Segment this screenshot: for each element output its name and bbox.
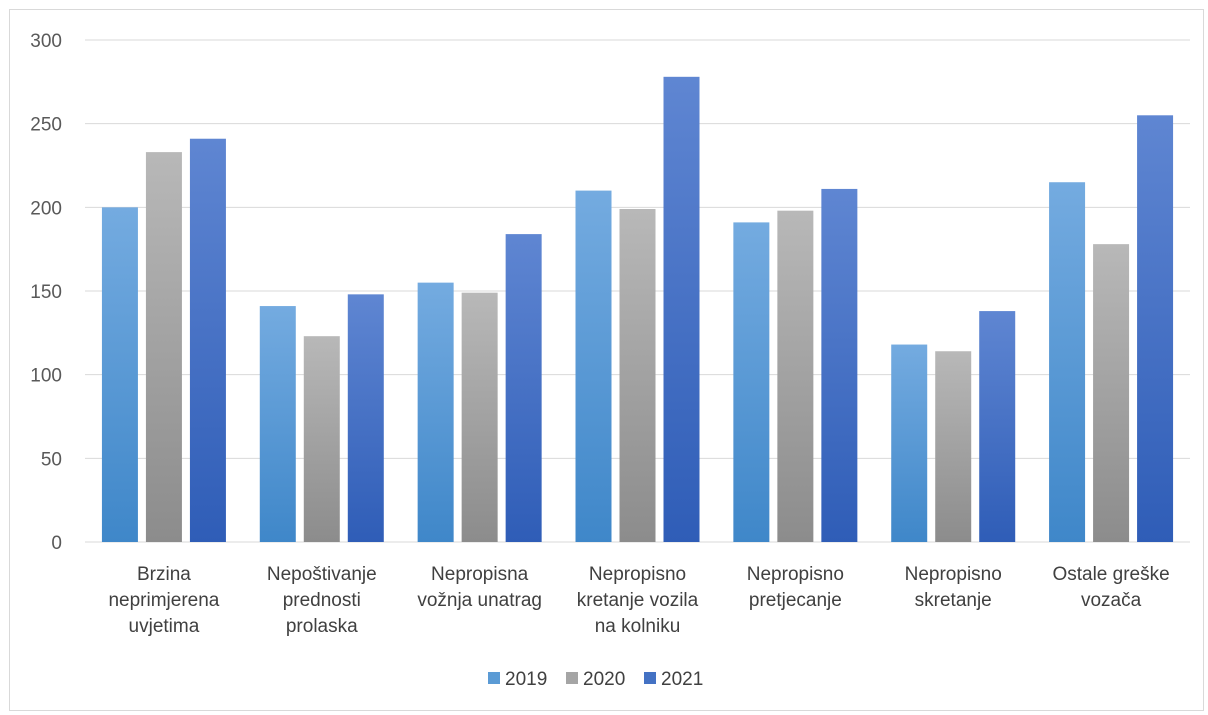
legend: 2019 2020 2021 [488, 669, 703, 690]
legend-label-2020: 2020 [583, 669, 625, 690]
bar-2021-6 [1137, 115, 1174, 543]
bar-2019-4 [733, 222, 770, 543]
bar-2019-5 [891, 344, 928, 542]
bar-2019-3 [575, 190, 612, 542]
bar-2021-1 [347, 294, 384, 542]
bar-2020-2 [461, 292, 498, 542]
bar-2021-3 [663, 76, 700, 543]
bar-2020-4 [777, 210, 814, 542]
x-category-label-line: vožnja unatrag [417, 590, 542, 611]
bar-2019-0 [101, 207, 138, 543]
x-category-label-line: Nepropisno [905, 564, 1002, 585]
legend-label-2021: 2021 [661, 669, 703, 690]
x-category-label-line: prednosti [283, 590, 361, 611]
bar-2021-0 [189, 138, 226, 542]
x-category-label-line: Ostale greške [1052, 564, 1169, 585]
bar-2021-4 [821, 188, 858, 542]
x-category-label: Ostale greške vozača [1052, 564, 1169, 611]
x-category-label-line: kretanje vozila [577, 590, 699, 611]
bar-2020-0 [145, 152, 182, 542]
bar-2021-5 [979, 311, 1016, 542]
y-tick-label: 200 [30, 198, 62, 219]
bar-2020-3 [619, 209, 656, 543]
x-category-label-line: skretanje [915, 590, 992, 611]
legend-swatch-2020 [566, 672, 578, 684]
bar-2020-6 [1093, 244, 1130, 542]
y-tick-label: 100 [30, 366, 62, 387]
y-tick-label: 50 [41, 449, 62, 470]
x-category-label-line: na kolniku [595, 616, 681, 637]
legend-swatch-2021 [644, 672, 656, 684]
x-category-label-line: uvjetima [129, 616, 200, 637]
x-category-label-line: neprimjerena [108, 590, 219, 611]
x-category-label: Nepoštivanje prednosti prolaska [267, 564, 377, 637]
bar-2020-5 [935, 351, 972, 542]
x-category-label: Brzina neprimjerena uvjetima [108, 564, 219, 637]
bar-2019-6 [1049, 182, 1086, 542]
y-tick-label: 0 [51, 533, 62, 554]
y-tick-label: 250 [30, 115, 62, 136]
x-axis-category-labels: Brzina neprimjerena uvjetima Nepoštivanje pr… [108, 564, 1169, 637]
bars [101, 76, 1174, 543]
y-tick-label: 300 [30, 31, 62, 52]
x-category-label-line: Nepropisno [589, 564, 686, 585]
x-category-label: Nepropisno pretjecanje [747, 564, 844, 611]
x-category-label-line: Nepoštivanje [267, 564, 377, 585]
x-category-label: Nepropisno skretanje [905, 564, 1002, 611]
bar-2021-2 [505, 234, 542, 542]
legend-swatch-2019 [488, 672, 500, 684]
x-category-label-line: pretjecanje [749, 590, 842, 611]
bar-2019-2 [417, 282, 454, 542]
bar-2019-1 [259, 306, 296, 542]
y-axis-tick-labels: 0 50 100 150 200 250 300 [30, 31, 62, 554]
y-tick-label: 150 [30, 282, 62, 303]
x-category-label-line: Nepropisna [431, 564, 529, 585]
x-category-label: Nepropisna vožnja unatrag [417, 564, 542, 611]
legend-label-2019: 2019 [505, 669, 547, 690]
x-category-label-line: Brzina [137, 564, 191, 585]
x-category-label-line: vozača [1081, 590, 1142, 611]
bar-2020-1 [303, 336, 340, 542]
x-category-label-line: Nepropisno [747, 564, 844, 585]
x-category-label: Nepropisno kretanje vozila na kolniku [577, 564, 699, 637]
x-category-label-line: prolaska [286, 616, 358, 637]
